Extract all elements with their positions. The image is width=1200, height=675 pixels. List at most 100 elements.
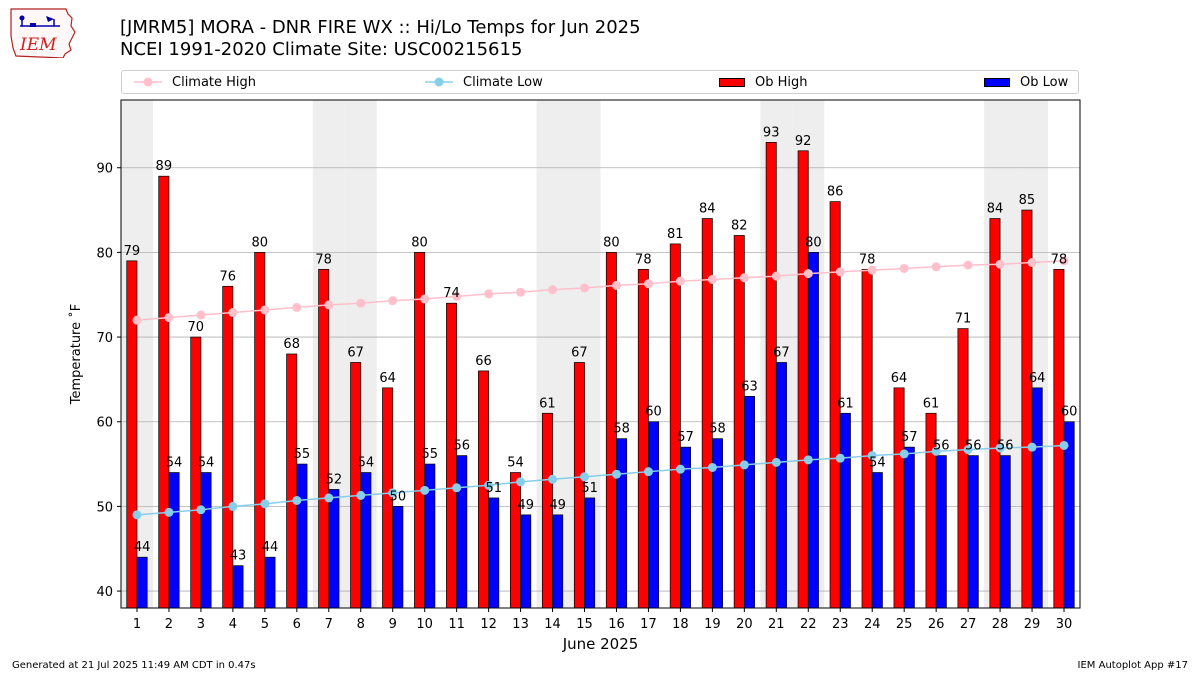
x-tick-label: 18 (672, 617, 689, 632)
ob-high-value-label: 61 (923, 396, 940, 411)
ob-low-value-label: 49 (517, 498, 534, 513)
climate-high-point (484, 289, 494, 299)
ob-low-bar (136, 556, 148, 609)
y-tick-label: 50 (96, 500, 113, 515)
ob-low-bar (584, 497, 596, 609)
x-tick-label: 23 (832, 617, 849, 632)
ob-high-value-label: 78 (1051, 252, 1068, 267)
ob-high-bar (414, 252, 426, 609)
climate-high-point (516, 287, 526, 297)
climate-high-point (963, 260, 973, 270)
x-tick-label: 4 (229, 617, 237, 632)
ob-high-value-label: 61 (539, 396, 556, 411)
x-tick-label: 2 (165, 617, 173, 632)
ob-low-bar (1063, 421, 1075, 609)
climate-low-point (388, 488, 398, 498)
x-tick-label: 12 (480, 617, 497, 632)
ob-low-bar (839, 412, 851, 609)
x-tick-label: 25 (896, 617, 913, 632)
ob-low-value-label: 51 (581, 481, 598, 496)
ob-low-value-label: 60 (1061, 405, 1078, 420)
legend-label-ob-high: Ob High (755, 74, 808, 90)
legend-label-climate-high: Climate High (172, 74, 257, 90)
ob-low-value-label: 57 (677, 430, 694, 445)
ob-low-bar (775, 362, 787, 609)
ob-low-value-label: 50 (390, 489, 407, 504)
chart-subtitle: NCEI 1991-2020 Climate Site: USC00215615 (120, 39, 523, 60)
ob-low-value-label: 54 (198, 456, 215, 471)
y-tick-label: 80 (96, 246, 113, 261)
x-tick-label: 24 (864, 617, 881, 632)
x-tick-label: 22 (800, 617, 817, 632)
x-tick-label: 29 (1024, 617, 1041, 632)
ob-low-bar (264, 556, 276, 609)
ob-high-bar (510, 472, 521, 609)
ob-high-bar (893, 387, 905, 609)
ob-high-value-label: 64 (891, 371, 908, 386)
climate-high-point (931, 262, 941, 272)
ob-low-bar (616, 438, 628, 609)
climate-high-point (739, 273, 749, 283)
ob-high-value-label: 67 (571, 345, 588, 360)
x-tick-label: 21 (768, 617, 785, 632)
climate-low-point (484, 480, 494, 490)
ob-high-bar (765, 141, 777, 609)
ob-high-value-label: 68 (283, 337, 300, 352)
ob-high-value-label: 80 (603, 235, 620, 250)
ob-high-value-label: 92 (795, 134, 812, 149)
climate-low-point (452, 483, 462, 493)
x-tick-label: 5 (261, 617, 269, 632)
x-tick-label: 6 (293, 617, 301, 632)
legend-item-ob-high: Ob High (719, 71, 808, 93)
x-tick-label: 14 (544, 617, 561, 632)
ob-low-value-label: 54 (869, 456, 886, 471)
ob-low-bar (392, 506, 404, 609)
x-tick-label: 13 (512, 617, 529, 632)
climate-high-point (1059, 256, 1069, 266)
ob-low-bar (296, 463, 308, 609)
climate-low-point (963, 445, 973, 455)
climate-high-point (132, 315, 142, 325)
ob-low-value-label: 49 (549, 498, 566, 513)
ob-low-bar (232, 565, 244, 609)
ob-low-value-label: 44 (262, 540, 279, 555)
climate-low-point (580, 472, 590, 482)
x-tick-label: 19 (704, 617, 721, 632)
ob-low-bar (424, 463, 436, 609)
climate-high-point (452, 291, 462, 301)
ob-high-value-label: 74 (443, 286, 460, 301)
ob-low-bar (648, 421, 660, 609)
ob-high-bar (190, 336, 202, 609)
generated-timestamp: Generated at 21 Jul 2025 11:49 AM CDT in… (12, 660, 256, 671)
ob-low-value-label: 55 (294, 447, 311, 462)
ob-low-value-label: 60 (645, 405, 662, 420)
ob-high-bar (669, 243, 681, 609)
app-credit: IEM Autoplot App #17 (1077, 660, 1188, 671)
climate-high-line-swatch-icon (134, 77, 162, 87)
ob-low-bar (520, 514, 532, 609)
ob-low-value-label: 58 (709, 422, 726, 437)
x-tick-label: 3 (197, 617, 205, 632)
legend-label-ob-low: Ob Low (1020, 74, 1069, 90)
ob-low-value-label: 43 (230, 549, 247, 564)
climate-low-point (420, 485, 430, 495)
ob-high-bar (446, 302, 457, 609)
climate-low-point (707, 462, 717, 472)
ob-high-bar (989, 218, 1001, 609)
climate-low-point (324, 493, 334, 503)
ob-high-value-label: 64 (379, 371, 396, 386)
ob-high-bar (861, 268, 873, 609)
ob-low-value-label: 56 (933, 439, 950, 454)
x-tick-label: 28 (992, 617, 1009, 632)
ob-high-value-label: 79 (124, 244, 141, 259)
ob-low-bar (1031, 387, 1043, 609)
ob-high-value-label: 81 (667, 227, 684, 242)
ob-low-bar (488, 497, 500, 609)
ob-high-value-label: 78 (315, 252, 332, 267)
ob-high-swatch-icon (719, 77, 745, 87)
climate-low-point (899, 449, 909, 459)
ob-low-value-label: 80 (805, 235, 822, 250)
climate-low-point (611, 469, 621, 479)
x-tick-label: 15 (576, 617, 593, 632)
climate-low-point (1059, 440, 1069, 450)
